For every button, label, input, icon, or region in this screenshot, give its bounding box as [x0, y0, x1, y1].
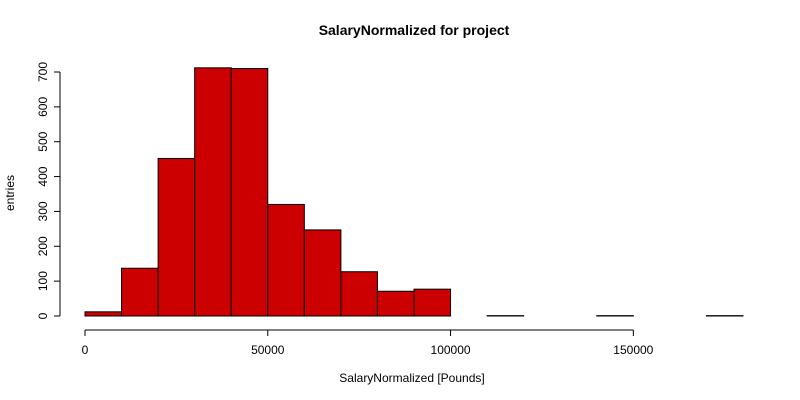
- histogram-bar: [194, 67, 232, 317]
- histogram-bar: [267, 203, 305, 317]
- y-tick-label: 600: [36, 97, 50, 117]
- x-tick-label: 0: [82, 343, 89, 357]
- x-axis-label: SalaryNormalized [Pounds]: [339, 371, 484, 385]
- x-tick-label: 150000: [613, 343, 653, 357]
- histogram-bar: [340, 271, 378, 317]
- chart-title: SalaryNormalized for project: [319, 22, 510, 38]
- x-tick-label: 100000: [431, 343, 471, 357]
- histogram-bar: [230, 68, 269, 317]
- y-tick-label: 500: [36, 131, 50, 151]
- x-axis: 0 50000 100000 150000: [82, 329, 654, 357]
- bars-group: [84, 67, 744, 317]
- histogram-bar: [303, 229, 342, 317]
- histogram-bar: [376, 290, 415, 317]
- x-tick-label: 50000: [251, 343, 285, 357]
- y-tick-label: 200: [36, 236, 50, 256]
- histogram-bar: [84, 311, 123, 317]
- histogram-bar: [413, 288, 452, 317]
- histogram-bar: [121, 267, 159, 317]
- y-tick-label: 300: [36, 201, 50, 221]
- histogram-bar: [157, 157, 196, 317]
- y-tick-label: 0: [36, 312, 50, 319]
- y-axis-label: entries: [3, 175, 17, 211]
- y-axis: 0 100 200 300 400 500 600 700: [36, 62, 61, 319]
- y-tick-label: 700: [36, 62, 50, 82]
- y-tick-label: 100: [36, 271, 50, 291]
- y-tick-label: 400: [36, 166, 50, 186]
